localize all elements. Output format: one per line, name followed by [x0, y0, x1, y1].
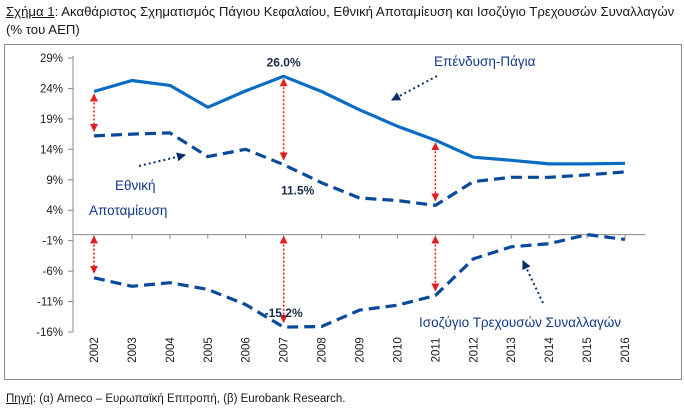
x-tick-label: 2013 — [506, 337, 518, 363]
labels-layer: 26.0% 11.5% -15.2% Επένδυση-Πάγια Εθνική Αποτ… — [89, 54, 621, 330]
source-label: Πηγή — [6, 393, 33, 405]
gap-arrows-layer — [90, 78, 440, 324]
data-label: 11.5% — [281, 184, 315, 198]
x-tick-label: 2007 — [279, 337, 291, 363]
x-tick-label: 2002 — [89, 337, 101, 363]
x-tick-label: 2011 — [430, 338, 442, 363]
data-label: 26.0% — [267, 55, 301, 69]
x-tick-label: 2005 — [203, 337, 215, 363]
source-note: Πηγή: (α) Ameco – Ευρωπαϊκή Επιτροπή, (β… — [6, 393, 345, 405]
series-line-national-savings — [93, 131, 626, 207]
pointer-arrow-investment — [391, 75, 438, 101]
x-tick-label: 2009 — [355, 337, 367, 363]
x-tick-label: 2016 — [620, 337, 632, 363]
y-tick-label: -11% — [37, 297, 63, 309]
axes-layer: 29% 24% 19% 14% 9% 4% -1% -6% -11% -16% 2002 2003 20… — [36, 53, 645, 363]
series-label-investment: Επένδυση-Πάγια — [434, 54, 536, 69]
y-tick-label: 4% — [46, 205, 63, 217]
y-tick-label: -6% — [43, 266, 63, 278]
y-tick-label: 9% — [46, 175, 63, 187]
series-layer — [93, 74, 626, 329]
x-tick-label: 2006 — [241, 337, 253, 363]
figure-label: Σχήμα 1 — [6, 4, 55, 19]
series-label-savings-line1: Εθνική — [115, 178, 156, 193]
x-tick-label: 2014 — [544, 337, 556, 363]
series-line-investment — [93, 74, 626, 166]
y-tick-label: -1% — [43, 236, 63, 248]
y-tick-label: 29% — [40, 53, 63, 65]
source-text: : (α) Ameco – Ευρωπαϊκή Επιτροπή, (β) Eu… — [32, 393, 346, 405]
y-tick-label: -16% — [36, 327, 63, 339]
x-tick-label: 2004 — [165, 337, 177, 363]
chart-frame: 29% 24% 19% 14% 9% 4% -1% -6% -11% -16% 2002 2003 20… — [4, 44, 682, 380]
y-tick-label: 24% — [40, 83, 63, 95]
pointer-arrow-current-account — [522, 260, 544, 304]
y-tick-label: 14% — [40, 144, 63, 156]
series-label-savings-line2: Αποταμίευση — [89, 203, 167, 218]
series-label-current-account: Ισοζύγιο Τρεχουσών Συναλλαγών — [419, 315, 621, 330]
x-tick-label: 2008 — [317, 337, 329, 363]
y-tick-label: 19% — [40, 114, 63, 126]
x-tick-label: 2010 — [392, 337, 404, 363]
x-tick-label: 2003 — [127, 337, 139, 363]
figure-title: Σχήμα 1: Ακαθάριστος Σχηματισμός Πάγιου … — [6, 3, 681, 39]
figure-title-text: : Ακαθάριστος Σχηματισμός Πάγιου Κεφαλαί… — [6, 4, 675, 37]
line-chart: 29% 24% 19% 14% 9% 4% -1% -6% -11% -16% 2002 2003 20… — [36, 53, 645, 363]
pointer-arrow-savings — [138, 152, 186, 167]
x-tick-label: 2012 — [468, 337, 480, 363]
x-tick-label: 2015 — [582, 337, 594, 363]
data-label: -15.2% — [265, 306, 303, 320]
series-line-current-account — [93, 233, 626, 329]
